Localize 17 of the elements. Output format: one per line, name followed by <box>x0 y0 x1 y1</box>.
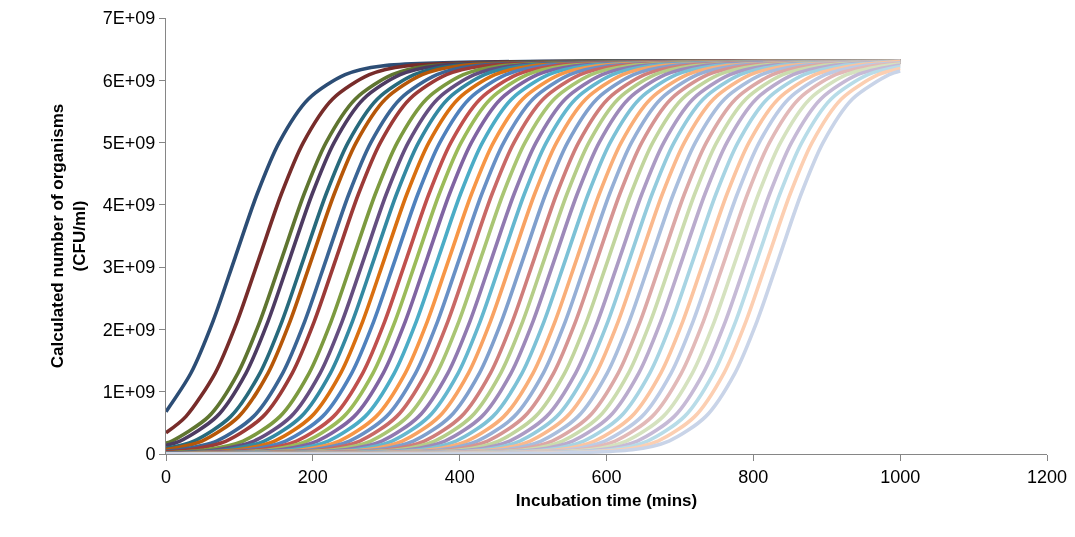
y-tick-label: 0 <box>145 444 156 465</box>
y-tick-label: 2E+09 <box>102 319 156 340</box>
x-tick-label: 1200 <box>1026 466 1068 487</box>
x-tick-label: 600 <box>591 466 622 487</box>
y-tick-label: 1E+09 <box>102 382 156 403</box>
x-tick-label: 800 <box>738 466 769 487</box>
x-tick-label: 0 <box>160 466 172 487</box>
x-axis-title: Incubation time (mins) <box>515 491 698 510</box>
x-tick-label: 1000 <box>880 466 921 487</box>
y-tick-label: 7E+09 <box>102 8 156 29</box>
y-tick-label: 6E+09 <box>102 70 156 91</box>
x-tick-label: 400 <box>444 466 475 487</box>
x-tick-label: 200 <box>297 466 328 487</box>
y-axis-title: Calculated number of organisms (CFU/ml) <box>48 103 90 369</box>
y-tick-label: 5E+09 <box>102 132 156 153</box>
y-tick-label: 4E+09 <box>102 195 156 216</box>
y-tick-label: 3E+09 <box>102 257 156 278</box>
